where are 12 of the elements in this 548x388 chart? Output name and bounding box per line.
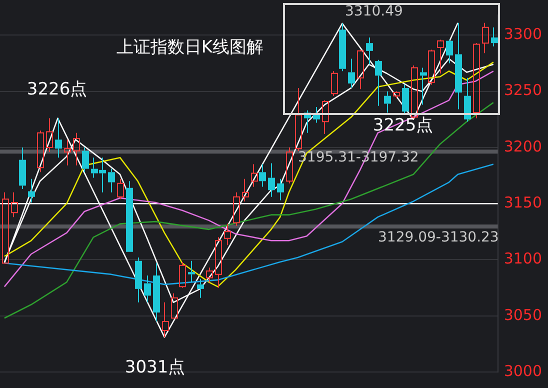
- text: 上证指数日K线图解: [116, 37, 264, 58]
- y-tick-label: 3000: [504, 362, 542, 380]
- y-tick-label: 3150: [504, 193, 542, 212]
- annotation: 3310.49: [345, 4, 403, 20]
- y-tick-label: 3250: [504, 81, 542, 100]
- y-tick-label: 3100: [504, 250, 542, 268]
- band-label: 3129.09-3130.23: [378, 230, 499, 246]
- annotation: 3031点: [124, 357, 186, 378]
- y-tick-label: 3300: [504, 25, 542, 44]
- y-tick-label: 3050: [504, 306, 542, 324]
- annotation: 3226点: [26, 79, 88, 100]
- y-tick-label: 3200: [504, 137, 542, 156]
